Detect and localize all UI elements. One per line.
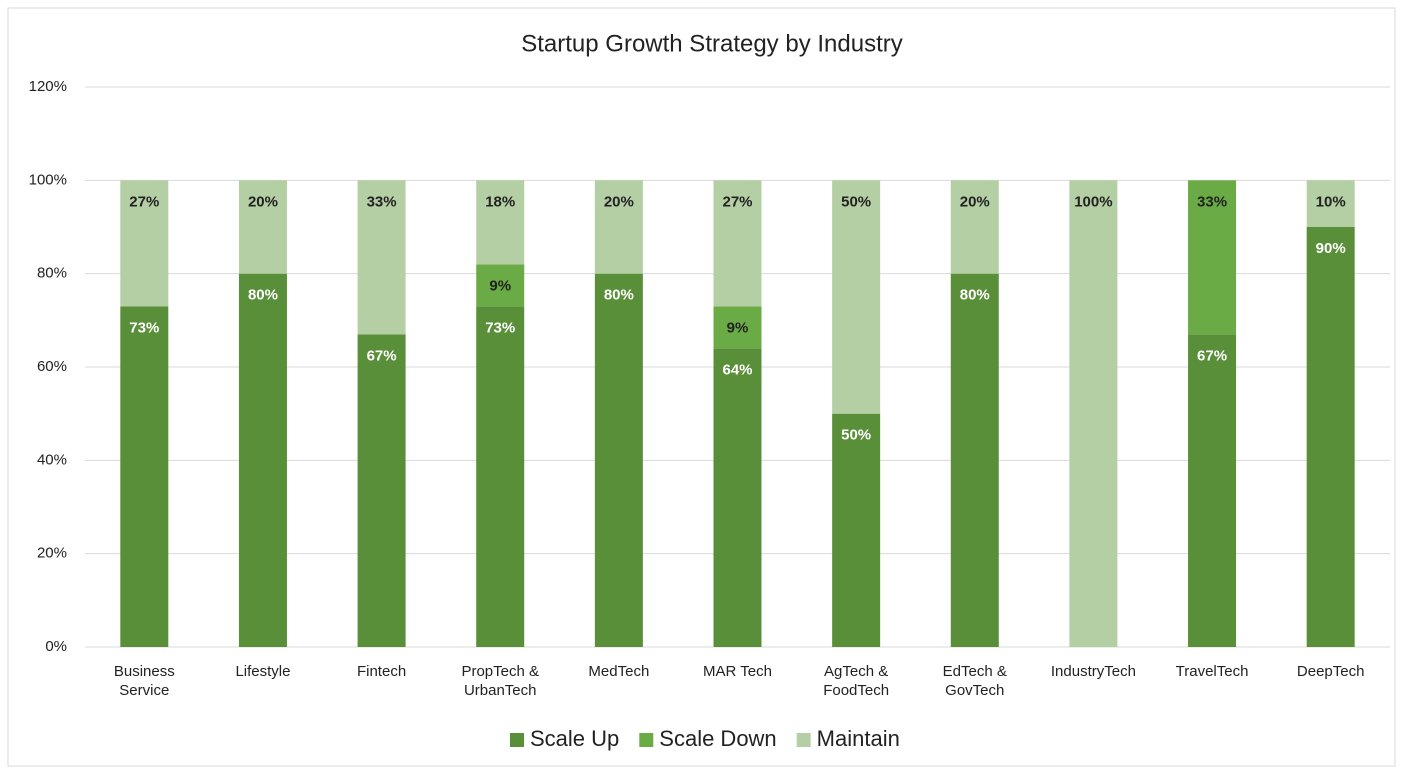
- bar-segment: [594, 273, 643, 647]
- legend-label: Maintain: [817, 726, 900, 751]
- bar-segment: [120, 306, 169, 647]
- legend-swatch: [796, 733, 811, 747]
- y-tick-label: 40%: [37, 451, 67, 468]
- bar-segment: [476, 306, 525, 647]
- y-tick-label: 120%: [29, 78, 67, 95]
- y-tick-label: 20%: [37, 545, 67, 562]
- data-label: 80%: [248, 287, 278, 304]
- x-tick-label: Business Service: [113, 663, 175, 699]
- legend-swatch: [639, 733, 654, 747]
- x-tick-label: Lifestyle: [235, 663, 291, 680]
- x-tick-label: EdTech & GovTech: [942, 663, 1007, 699]
- x-tick-label: MedTech: [588, 663, 650, 680]
- bar-segment: [832, 413, 881, 647]
- bar-segment: [713, 180, 762, 307]
- y-tick-label: 100%: [29, 171, 67, 188]
- data-label: 100%: [1074, 193, 1112, 210]
- x-tick-label: DeepTech: [1296, 663, 1365, 680]
- bar-segment: [1069, 180, 1118, 648]
- bar-segment: [950, 180, 999, 274]
- bar-segment: [1306, 180, 1355, 227]
- bar-segment: [476, 180, 525, 265]
- data-label: 18%: [485, 193, 515, 210]
- bar-segment: [1188, 334, 1237, 647]
- bar-segment: [1306, 227, 1355, 647]
- chart-border: [7, 7, 1396, 767]
- x-tick-label: IndustryTech: [1050, 663, 1136, 680]
- bar-segment: [238, 180, 287, 274]
- data-label: 33%: [1197, 193, 1227, 210]
- data-label: 10%: [1316, 193, 1346, 210]
- x-tick-label: PropTech & UrbanTech: [461, 663, 539, 699]
- bar-segment: [950, 273, 999, 647]
- data-label: 50%: [841, 427, 871, 444]
- x-tick-label: Fintech: [356, 663, 407, 680]
- bar-segment: [832, 180, 881, 414]
- data-label: 90%: [1316, 240, 1346, 257]
- data-label: 27%: [722, 193, 752, 210]
- data-label: 80%: [960, 287, 990, 304]
- chart-title: Startup Growth Strategy by Industry: [521, 30, 903, 57]
- bar-segment: [357, 180, 406, 335]
- legend-label: Scale Up: [530, 726, 619, 751]
- data-label: 67%: [367, 347, 397, 364]
- data-label: 20%: [960, 193, 990, 210]
- legend-swatch: [510, 733, 524, 747]
- data-label: 67%: [1197, 347, 1227, 364]
- bar-segment: [1188, 180, 1237, 335]
- bar-segment: [713, 348, 762, 647]
- x-tick-label: AgTech & FoodTech: [823, 663, 890, 699]
- bar-segment: [713, 306, 762, 349]
- y-tick-label: 60%: [37, 358, 67, 375]
- bar-segment: [238, 273, 287, 647]
- data-label: 33%: [367, 193, 397, 210]
- y-tick-label: 0%: [45, 638, 67, 655]
- x-tick-label: MAR Tech: [703, 663, 772, 680]
- bar-segment: [476, 264, 525, 307]
- legend-label: Scale Down: [659, 726, 776, 751]
- data-label: 9%: [489, 277, 511, 294]
- data-label: 9%: [727, 319, 749, 336]
- y-tick-label: 80%: [37, 265, 67, 282]
- data-label: 73%: [129, 319, 159, 336]
- data-label: 73%: [485, 319, 515, 336]
- data-label: 27%: [129, 193, 159, 210]
- data-label: 20%: [604, 193, 634, 210]
- data-label: 80%: [604, 287, 634, 304]
- data-label: 20%: [248, 193, 278, 210]
- data-label: 50%: [841, 193, 871, 210]
- data-label: 64%: [722, 361, 752, 378]
- bar-segment: [357, 334, 406, 647]
- bar-segment: [594, 180, 643, 274]
- x-tick-label: TravelTech: [1175, 663, 1249, 680]
- bar-segment: [120, 180, 169, 307]
